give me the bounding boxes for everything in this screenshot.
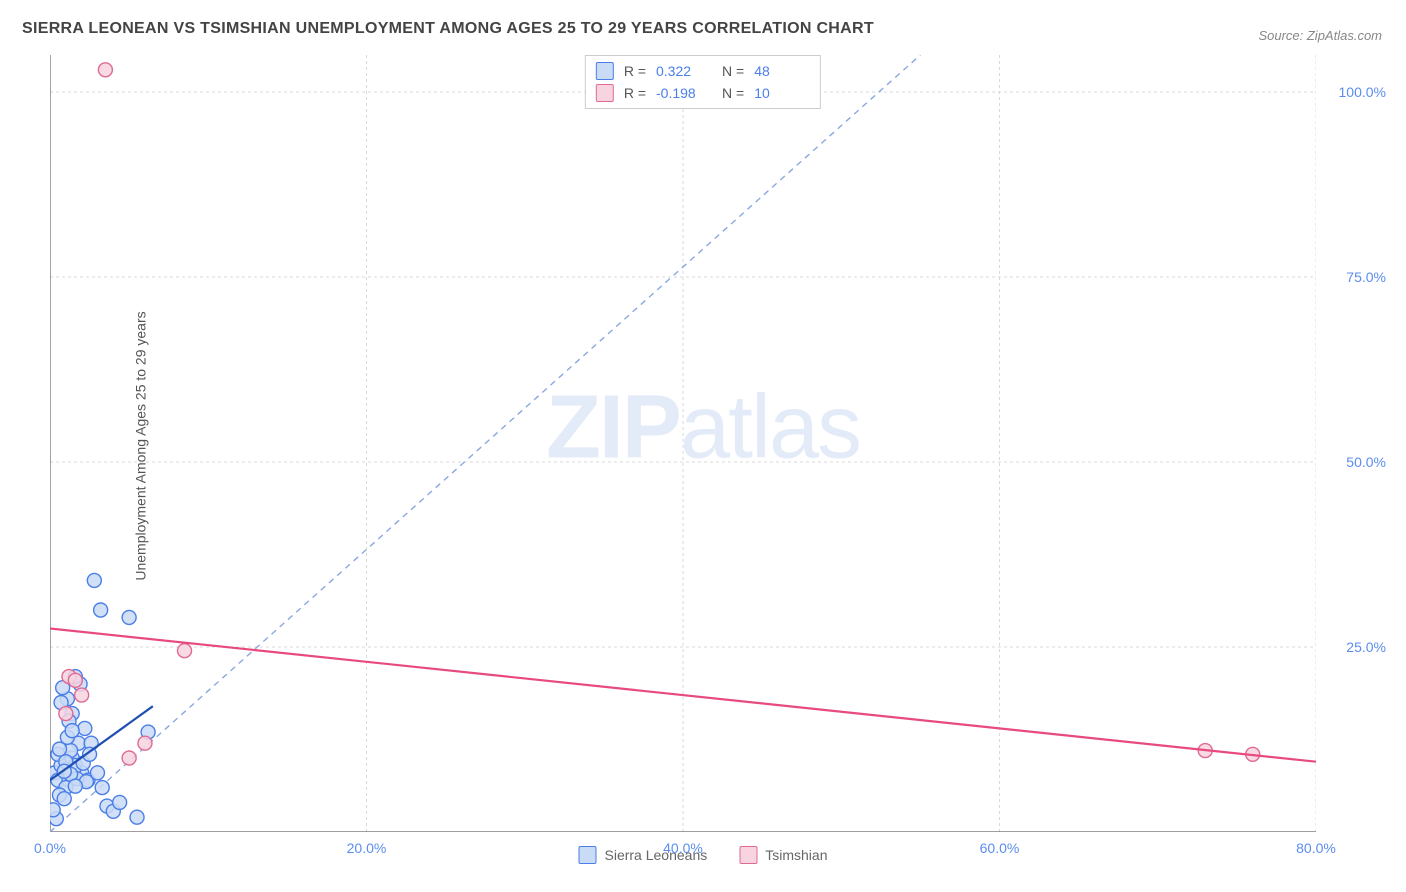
- x-tick-label: 60.0%: [980, 840, 1020, 856]
- n-value: 10: [754, 85, 810, 101]
- r-label: R =: [624, 85, 646, 101]
- y-tick-label: 25.0%: [1346, 639, 1386, 655]
- y-tick-label: 75.0%: [1346, 269, 1386, 285]
- x-tick-label: 20.0%: [347, 840, 387, 856]
- n-label: N =: [722, 63, 744, 79]
- chart-title: SIERRA LEONEAN VS TSIMSHIAN UNEMPLOYMENT…: [22, 20, 874, 38]
- series-swatch-icon: [596, 84, 614, 102]
- series-swatch-icon: [596, 62, 614, 80]
- correlation-box: R = 0.322 N = 48 R = -0.198 N = 10: [585, 55, 821, 109]
- r-value: -0.198: [656, 85, 712, 101]
- plot-area: [50, 55, 1316, 832]
- y-tick-label: 50.0%: [1346, 454, 1386, 470]
- r-label: R =: [624, 63, 646, 79]
- legend-swatch-icon: [739, 846, 757, 864]
- r-value: 0.322: [656, 63, 712, 79]
- x-tick-label: 0.0%: [34, 840, 66, 856]
- y-tick-label: 100.0%: [1339, 84, 1386, 100]
- legend-swatch-icon: [579, 846, 597, 864]
- correlation-row: R = -0.198 N = 10: [596, 82, 810, 104]
- x-tick-label: 40.0%: [663, 840, 703, 856]
- legend-item: Tsimshian: [739, 846, 827, 864]
- bottom-legend: Sierra Leoneans Tsimshian: [579, 846, 828, 864]
- scatter-svg: [50, 55, 1316, 832]
- x-tick-label: 80.0%: [1296, 840, 1336, 856]
- n-value: 48: [754, 63, 810, 79]
- n-label: N =: [722, 85, 744, 101]
- legend-label: Tsimshian: [765, 847, 827, 863]
- source-label: Source: ZipAtlas.com: [1258, 28, 1382, 43]
- correlation-row: R = 0.322 N = 48: [596, 60, 810, 82]
